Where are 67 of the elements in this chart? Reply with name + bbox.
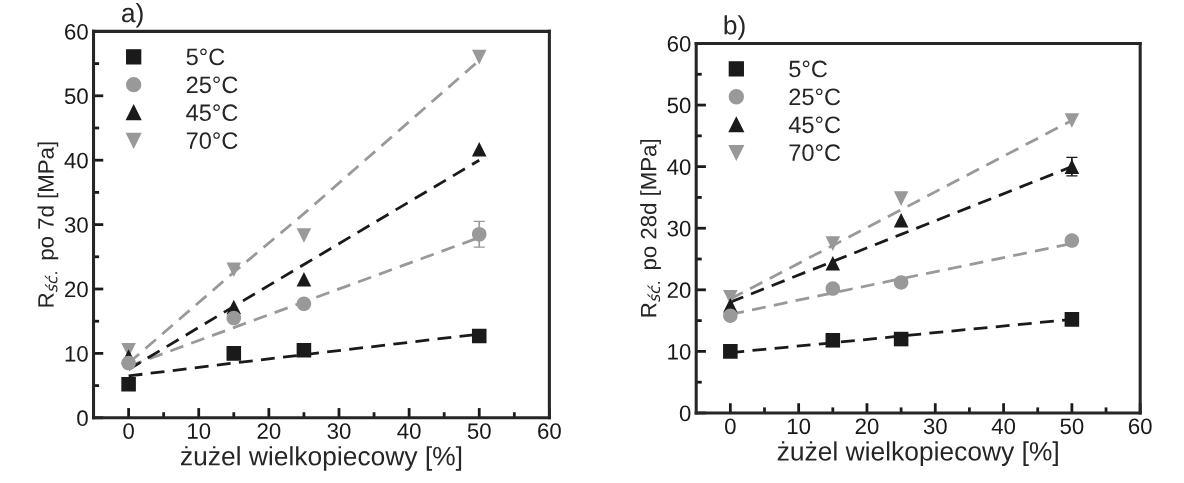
point (1064, 233, 1080, 248)
point (893, 275, 909, 290)
x-axis-title: żużel wielkopiecowy [%] (777, 441, 1058, 466)
y-tick-label: 30 (64, 217, 88, 233)
point (121, 355, 136, 371)
point (825, 236, 841, 251)
y-tick-label: 20 (667, 282, 691, 299)
point (471, 226, 487, 242)
y-tick-label: 10 (668, 343, 691, 360)
x-tick-label: 50 (1060, 418, 1084, 435)
point (825, 281, 841, 296)
y-axis-title: R$_{ść.}$ po 7d [MPa] (37, 142, 59, 307)
x-axis-title: żużel wielkopiecowy [%] (181, 446, 462, 471)
point (825, 256, 841, 271)
y-tick-label: 20 (65, 281, 88, 298)
x-tick-label: 0 (725, 418, 736, 435)
point (296, 342, 312, 358)
y-tick-label: 10 (65, 345, 88, 362)
legend-label: 5°C (186, 48, 225, 66)
point (723, 344, 738, 359)
x-tick-label: 30 (327, 423, 351, 439)
y-tick-label: 0 (679, 405, 691, 422)
x-tick-label: 30 (923, 418, 947, 435)
text: a) (122, 2, 143, 28)
x-tick-label: 20 (257, 423, 281, 439)
point (893, 212, 909, 228)
point (1064, 312, 1080, 327)
point (471, 328, 487, 344)
y-tick-label: 40 (64, 152, 88, 169)
point (226, 310, 242, 326)
legend-label: 25°C (186, 76, 238, 94)
legend-label: 5°C (789, 60, 827, 78)
x-tick-label: 10 (188, 423, 211, 439)
x-tick-label: 60 (538, 423, 561, 439)
legend-label: 25°C (789, 88, 841, 106)
legend-label: 70°C (186, 132, 238, 149)
point (825, 333, 841, 348)
point (893, 191, 909, 206)
point (471, 141, 487, 157)
point (121, 377, 136, 392)
y-tick-label: 50 (667, 97, 691, 114)
point (296, 296, 312, 312)
x-tick-label: 20 (855, 418, 879, 435)
legend-label: 45°C (186, 104, 238, 122)
y-axis-title: R$_{ść.}$ po 28d [MPa] (640, 139, 661, 317)
y-tick-label: 40 (667, 159, 691, 175)
x-tick-label: 60 (1128, 418, 1152, 435)
x-tick-label: 50 (467, 423, 491, 439)
x-tick-label: 40 (991, 418, 1016, 435)
x-tick-label: 10 (787, 418, 811, 435)
y-tick-label: 30 (667, 220, 691, 237)
point (226, 262, 242, 277)
text: b) (724, 15, 745, 40)
legend-label: 70°C (789, 144, 841, 162)
point (723, 308, 738, 323)
point (1064, 113, 1080, 128)
point (296, 272, 312, 287)
point (893, 331, 909, 347)
point (296, 228, 312, 243)
x-tick-label: 40 (397, 423, 421, 439)
y-tick-label: 60 (667, 36, 691, 52)
point (471, 49, 487, 65)
point (226, 346, 242, 361)
legend-label: 45°C (788, 116, 841, 134)
y-tick-label: 60 (65, 23, 88, 40)
y-tick-label: 50 (64, 88, 88, 105)
x-tick-label: 0 (123, 423, 134, 439)
